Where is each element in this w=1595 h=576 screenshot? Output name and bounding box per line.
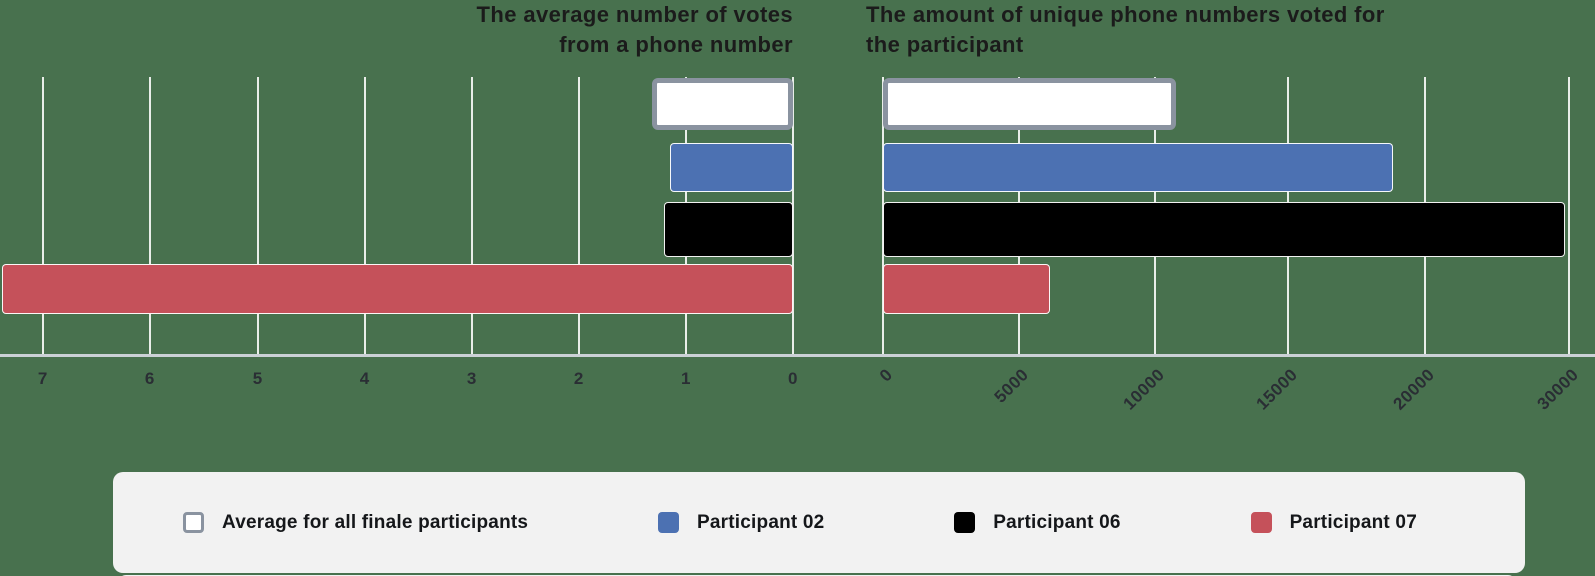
gridline-7 xyxy=(41,77,44,355)
bar-participant-06 xyxy=(663,202,793,257)
bar-participant-06 xyxy=(883,202,1566,257)
gridline-0 xyxy=(792,77,794,355)
plot-average-votes xyxy=(0,77,794,355)
bar-participant-07 xyxy=(883,264,1051,314)
legend-swatch-participant-06 xyxy=(954,512,976,533)
tick-label-5: 5 xyxy=(252,369,263,388)
bar-participant-02 xyxy=(670,143,793,192)
legend-swatch-average-for-all-finale-participants xyxy=(183,512,204,533)
gridline-2 xyxy=(577,77,580,355)
legend-label-participant-02: Participant 02 xyxy=(697,511,825,533)
legend-panel: Average for all finale participants Parti… xyxy=(113,472,1525,573)
tick-label-5000: 5000 xyxy=(990,365,1033,407)
gridline-4 xyxy=(363,77,366,355)
chart-title-average-votes: The average number of votes from a phone… xyxy=(476,2,793,57)
tick-label-4: 4 xyxy=(359,369,370,388)
tick-label-6: 6 xyxy=(144,369,155,388)
tick-label-2: 2 xyxy=(573,369,584,388)
legend-item-participant-07[interactable]: Participant 07 xyxy=(1250,511,1417,534)
legend-swatch-participant-07 xyxy=(1250,512,1272,533)
tick-label-1: 1 xyxy=(680,369,691,388)
legend-label-participant-06: Participant 06 xyxy=(993,511,1121,533)
tick-label-10000: 10000 xyxy=(1119,365,1169,414)
tick-label-20000: 20000 xyxy=(1389,365,1439,414)
gridline-30000 xyxy=(1567,77,1570,355)
legend-label-participant-07: Participant 07 xyxy=(1289,511,1417,533)
bar-participant-07 xyxy=(1,264,793,314)
tick-label-0: 0 xyxy=(875,365,897,386)
tick-label-30000: 30000 xyxy=(1533,365,1583,414)
plot-unique-numbers xyxy=(882,77,1595,355)
chart-title-unique-numbers: The amount of unique phone numbers voted… xyxy=(866,2,1385,57)
bar-average-for-all-finale-participants xyxy=(651,78,793,130)
legend-item-participant-02[interactable]: Participant 02 xyxy=(658,512,824,534)
gridline-5 xyxy=(256,77,259,355)
legend-label-average-for-all-finale-participants: Average for all finale participants xyxy=(222,511,529,533)
x-axis-ticks-unique-numbers: 0 5000 10000 15000 20000 30000 xyxy=(876,355,1595,415)
tick-label-0: 0 xyxy=(788,369,798,388)
x-axis-line xyxy=(0,354,1595,357)
legend-swatch-participant-02 xyxy=(658,512,680,533)
tick-label-7: 7 xyxy=(37,369,48,388)
bar-average-for-all-finale-participants xyxy=(883,78,1176,130)
gridline-6 xyxy=(148,77,151,355)
tick-label-15000: 15000 xyxy=(1252,365,1302,414)
gridline-3 xyxy=(470,77,473,355)
tick-label-3: 3 xyxy=(466,369,477,388)
x-axis-ticks-average-votes: 7 6 5 4 3 2 1 0 xyxy=(0,355,798,415)
legend-item-participant-06[interactable]: Participant 06 xyxy=(954,511,1121,534)
legend-item-average-for-all-finale-participants[interactable]: Average for all finale participants xyxy=(183,512,528,534)
bar-participant-02 xyxy=(883,143,1393,192)
